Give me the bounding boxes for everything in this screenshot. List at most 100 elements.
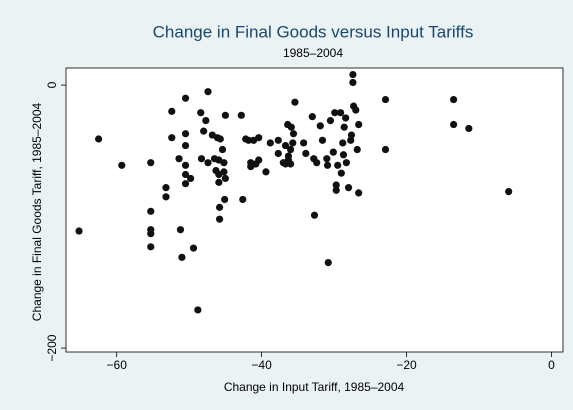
x-tick-label: −20 [396, 358, 417, 372]
point [465, 124, 473, 133]
point [178, 253, 186, 261]
point [352, 106, 360, 114]
point [300, 139, 308, 147]
point [262, 168, 270, 176]
point [204, 159, 212, 167]
point [204, 88, 212, 96]
point [215, 203, 224, 211]
point [221, 111, 229, 119]
point [187, 174, 195, 183]
point [218, 145, 227, 154]
point [326, 116, 335, 125]
point [332, 181, 340, 189]
point [237, 111, 245, 119]
point [220, 159, 228, 167]
point [220, 168, 228, 176]
point [318, 136, 327, 144]
point [244, 136, 253, 144]
point [75, 227, 83, 235]
point [162, 193, 170, 201]
point [197, 155, 206, 163]
point [281, 141, 290, 150]
point [313, 159, 321, 167]
point [221, 174, 229, 183]
point [286, 145, 295, 154]
plot-area [65, 67, 564, 353]
point [339, 139, 347, 147]
point [342, 159, 350, 167]
point [95, 135, 103, 143]
y-axis-label: Change in Final Goods Tariff, 1985–2004 [30, 102, 44, 321]
point [181, 180, 190, 188]
point [289, 139, 297, 147]
point [349, 70, 357, 79]
point [255, 134, 263, 142]
point [381, 145, 390, 154]
point [286, 160, 295, 168]
point [287, 123, 295, 131]
point [310, 211, 319, 219]
point [118, 161, 126, 169]
point [347, 136, 355, 144]
point [168, 107, 176, 115]
point [189, 244, 198, 252]
x-axis-label: Change in Input Tariff, 1985–2004 [224, 380, 405, 394]
chart-subtitle: 1985–2004 [283, 46, 343, 60]
point [147, 230, 155, 238]
point [331, 109, 339, 117]
point [147, 159, 155, 167]
y-tick-label: −200 [45, 334, 59, 361]
x-tick-label: 0 [548, 358, 555, 372]
point [344, 184, 353, 192]
point [355, 120, 363, 129]
point [181, 94, 190, 102]
point [323, 155, 331, 163]
point [175, 155, 183, 163]
point [339, 151, 348, 159]
point [332, 186, 340, 194]
point [200, 127, 208, 135]
point [355, 189, 363, 197]
point [215, 178, 223, 186]
point [336, 109, 345, 117]
point [289, 130, 298, 138]
chart-title: Change in Final Goods versus Input Tarif… [153, 22, 474, 41]
point [176, 226, 185, 234]
point [329, 148, 337, 156]
point [221, 195, 229, 204]
point [450, 95, 458, 104]
point [291, 98, 299, 106]
x-tick-label: −40 [251, 358, 272, 372]
point [239, 195, 247, 204]
point [181, 170, 190, 179]
point [340, 123, 348, 131]
point [316, 122, 324, 130]
x-tick-label: −60 [107, 358, 128, 372]
point [353, 145, 361, 154]
point [168, 134, 176, 142]
point [274, 136, 282, 144]
point [323, 161, 332, 169]
point [147, 243, 155, 251]
point [324, 258, 332, 267]
point [162, 184, 170, 192]
point [308, 113, 316, 121]
point [505, 187, 513, 196]
point [334, 161, 342, 169]
point [342, 114, 350, 122]
point [266, 139, 274, 147]
point [216, 135, 224, 143]
point [215, 215, 224, 223]
point [347, 131, 356, 139]
point [381, 95, 390, 104]
point [181, 141, 190, 150]
y-tick-label: 0 [45, 81, 59, 88]
point [202, 116, 210, 125]
point [337, 169, 345, 177]
point [197, 109, 205, 117]
point [255, 156, 263, 164]
point [194, 306, 202, 314]
point [450, 120, 458, 129]
point [181, 130, 190, 138]
